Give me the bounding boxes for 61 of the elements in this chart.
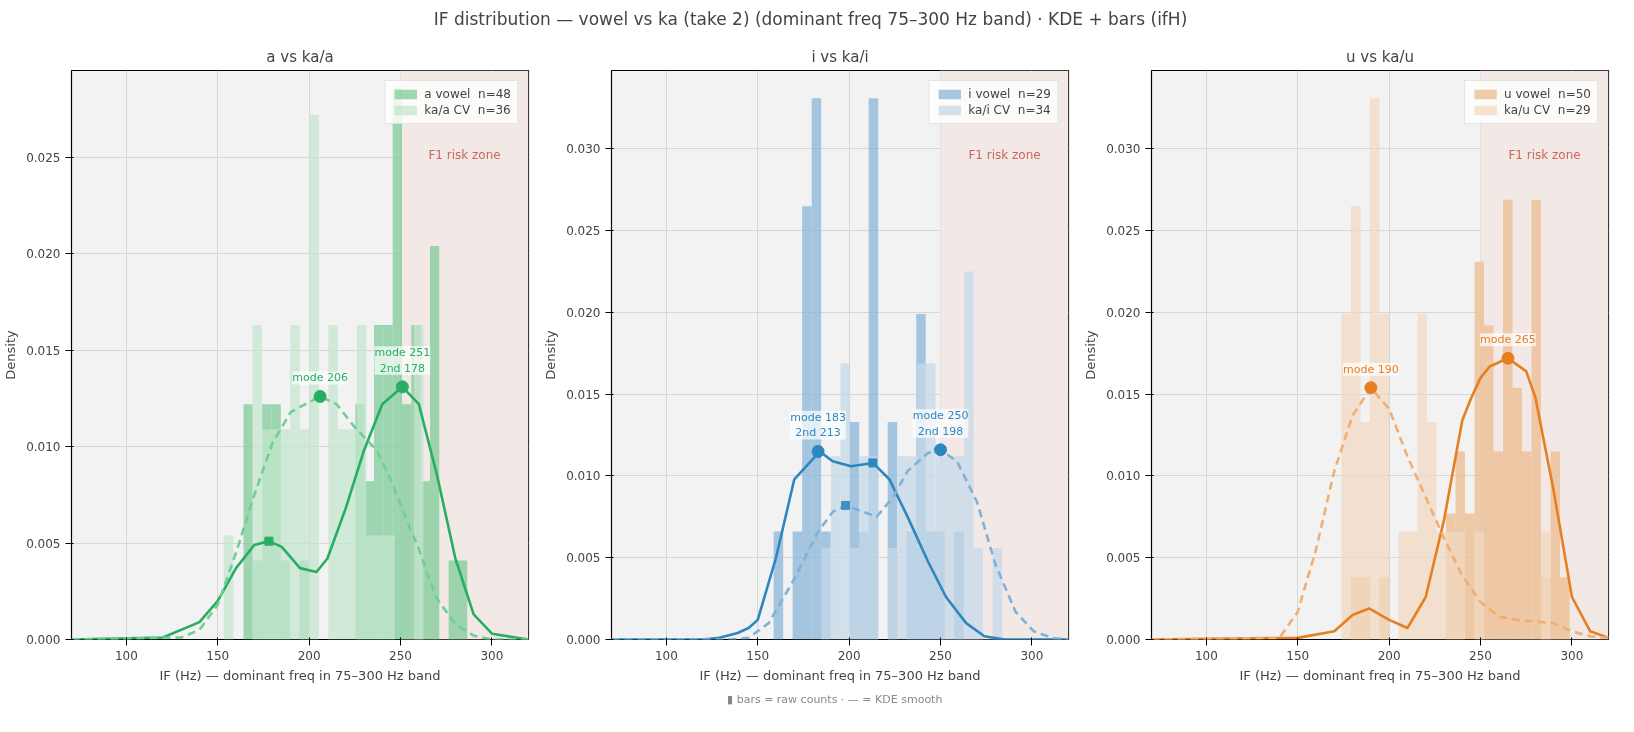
y-tick-label: 0.000	[1106, 633, 1141, 647]
y-tick-label: 0.010	[566, 469, 601, 484]
x-tick-label: 300	[480, 648, 504, 663]
y-tick-label: 0.000	[566, 633, 601, 647]
x-tick-label: 250	[929, 648, 952, 663]
annotation: mode 251 2nd 178	[374, 346, 431, 375]
x-tick-label: 150	[746, 648, 770, 663]
x-tick-label: 250	[389, 648, 412, 663]
legend-label: ka/u CV n=29	[1504, 103, 1591, 117]
x-axis-title: IF (Hz) — dominant freq in 75–300 Hz band	[1239, 667, 1521, 683]
y-tick-label: 0.015	[26, 343, 61, 358]
y-tick-label: 0.015	[566, 387, 601, 402]
y-tick-label: 0.005	[26, 536, 61, 551]
y-tick-label: 0.020	[26, 247, 61, 262]
y-tick-label: 0.000	[26, 633, 61, 647]
x-tick-label: 100	[654, 648, 678, 663]
y-tick-label: 0.020	[566, 305, 601, 320]
x-axis-title: IF (Hz) — dominant freq in 75–300 Hz band	[159, 667, 441, 683]
x-tick-label: 100	[1194, 648, 1218, 663]
chart-subtitle: i vs ka/i	[811, 47, 869, 66]
x-tick-label: 150	[1286, 648, 1310, 663]
chart-subtitle: u vs ka/u	[1346, 47, 1414, 66]
annotation: mode 190	[1343, 362, 1399, 376]
y-tick-label: 0.025	[26, 150, 61, 165]
y-tick-label: 0.005	[1106, 551, 1141, 566]
x-tick-label: 250	[1469, 648, 1492, 663]
y-tick-label: 0.025	[566, 224, 601, 239]
y-axis-title: Density	[543, 329, 559, 380]
band-label: F1 risk zone	[1508, 147, 1581, 162]
y-tick-label: 0.010	[1106, 469, 1141, 484]
legend-label: a vowel n=48	[424, 87, 511, 101]
x-tick-label: 100	[114, 648, 138, 663]
y-tick-label: 0.010	[26, 440, 61, 455]
legend-label: i vowel n=29	[968, 87, 1051, 101]
annotation: mode 206	[292, 371, 348, 385]
y-tick-label: 0.030	[1106, 142, 1141, 157]
x-tick-label: 200	[1377, 648, 1401, 663]
chart-subtitle: a vs ka/a	[266, 47, 334, 66]
x-tick-label: 300	[1020, 648, 1044, 663]
legend-label: u vowel n=50	[1504, 87, 1591, 101]
x-axis-title: IF (Hz) — dominant freq in 75–300 Hz band	[699, 667, 981, 683]
y-tick-label: 0.015	[1106, 387, 1141, 402]
x-tick-label: 300	[1560, 648, 1584, 663]
y-tick-label: 0.005	[566, 551, 601, 566]
band-label: F1 risk zone	[428, 147, 501, 162]
annotation: mode 250 2nd 198	[912, 409, 969, 438]
text: ▮ bars = raw counts · — = KDE smooth	[727, 692, 943, 706]
annotation: mode 183 2nd 213	[790, 410, 846, 440]
y-axis-title: Density	[3, 329, 19, 380]
y-tick-label: 0.025	[1106, 224, 1141, 239]
x-tick-label: 200	[837, 648, 861, 663]
legend-label: ka/i CV n=34	[968, 103, 1051, 117]
legend-label: ka/a CV n=36	[424, 103, 511, 117]
x-tick-label: 200	[297, 648, 321, 663]
y-tick-label: 0.020	[1106, 305, 1141, 320]
text: IF distribution — vowel vs ka (take 2) (dominant freq 75–300 Hz band) · KDE + bars (ifH)	[433, 8, 1188, 29]
y-tick-label: 0.030	[566, 142, 601, 157]
annotation: mode 265	[1480, 333, 1536, 347]
x-tick-label: 150	[206, 648, 230, 663]
y-axis-title: Density	[1083, 329, 1099, 380]
band-label: F1 risk zone	[968, 147, 1041, 162]
